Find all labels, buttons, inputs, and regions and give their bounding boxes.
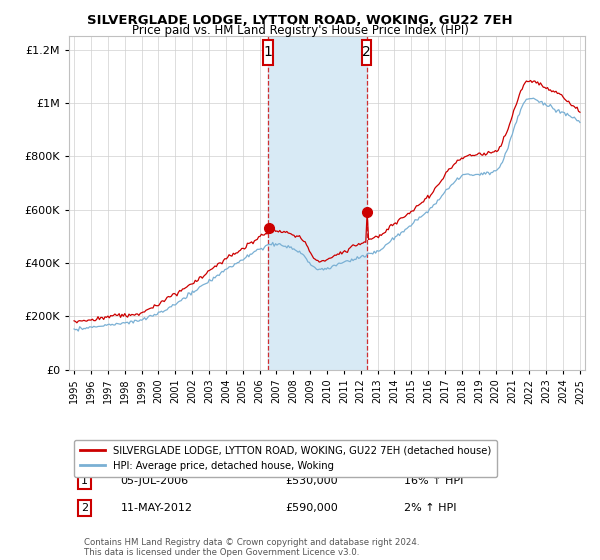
- Legend: SILVERGLADE LODGE, LYTTON ROAD, WOKING, GU22 7EH (detached house), HPI: Average : SILVERGLADE LODGE, LYTTON ROAD, WOKING, …: [74, 440, 497, 477]
- Text: Price paid vs. HM Land Registry's House Price Index (HPI): Price paid vs. HM Land Registry's House …: [131, 24, 469, 37]
- Text: £590,000: £590,000: [286, 503, 338, 513]
- Bar: [268, 36, 367, 370]
- Text: 1: 1: [263, 45, 272, 59]
- Text: 16% ↑ HPI: 16% ↑ HPI: [404, 476, 464, 486]
- FancyBboxPatch shape: [362, 40, 371, 65]
- Text: 05-JUL-2006: 05-JUL-2006: [121, 476, 189, 486]
- Text: £530,000: £530,000: [286, 476, 338, 486]
- Text: 2% ↑ HPI: 2% ↑ HPI: [404, 503, 457, 513]
- Text: 11-MAY-2012: 11-MAY-2012: [121, 503, 193, 513]
- Text: 2: 2: [81, 503, 88, 513]
- Text: 2: 2: [362, 45, 371, 59]
- Text: 1: 1: [81, 476, 88, 486]
- FancyBboxPatch shape: [263, 40, 272, 65]
- Text: Contains HM Land Registry data © Crown copyright and database right 2024.
This d: Contains HM Land Registry data © Crown c…: [85, 538, 420, 557]
- Text: SILVERGLADE LODGE, LYTTON ROAD, WOKING, GU22 7EH: SILVERGLADE LODGE, LYTTON ROAD, WOKING, …: [87, 14, 513, 27]
